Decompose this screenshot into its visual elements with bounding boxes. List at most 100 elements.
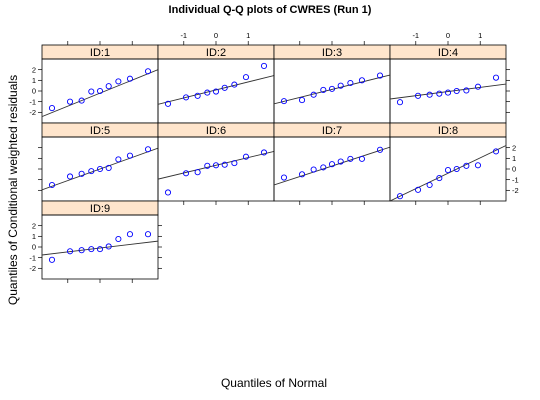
- data-point: [221, 84, 228, 91]
- y-tick-label: 0: [512, 165, 516, 174]
- panel-frame: [157, 58, 275, 124]
- data-point: [358, 77, 366, 84]
- qq-reference-line: [390, 83, 506, 100]
- y-tick-label: 2: [512, 143, 516, 152]
- data-point: [328, 85, 336, 92]
- data-point: [105, 83, 112, 90]
- data-point: [48, 181, 56, 189]
- data-point: [88, 246, 95, 253]
- data-point: [96, 165, 104, 173]
- data-point: [126, 231, 134, 238]
- x-tick-label: -1: [412, 31, 419, 40]
- qq-reference-line: [42, 147, 158, 191]
- data-point: [337, 158, 344, 165]
- x-axis-label: Quantiles of Normal: [220, 376, 328, 390]
- data-point: [164, 100, 172, 107]
- data-point: [66, 248, 74, 255]
- data-point: [436, 175, 443, 182]
- data-point: [105, 243, 112, 250]
- panel-strip-label: ID:5: [90, 125, 110, 137]
- data-point: [78, 97, 85, 104]
- data-point: [396, 99, 404, 106]
- data-point: [358, 155, 366, 162]
- panel-strip-label: ID:1: [90, 47, 110, 59]
- data-point: [212, 162, 220, 169]
- x-tick-label: 0: [446, 31, 450, 40]
- y-tick-label: 1: [32, 232, 36, 241]
- data-point: [320, 164, 327, 171]
- qq-reference-line: [274, 74, 390, 105]
- y-tick-label: -1: [29, 253, 36, 262]
- data-point: [182, 170, 190, 177]
- y-tick-label: 0: [32, 243, 36, 252]
- data-point: [144, 231, 152, 238]
- data-point: [88, 168, 95, 175]
- x-tick-label: 1: [478, 31, 482, 40]
- qq-reference-line: [42, 69, 158, 118]
- y-tick-label: 1: [512, 154, 516, 163]
- data-point: [453, 87, 460, 95]
- data-point: [298, 171, 306, 178]
- panel-frame: [273, 136, 391, 202]
- data-point: [414, 186, 422, 193]
- y-tick-label: -1: [29, 97, 36, 106]
- data-point: [444, 89, 452, 96]
- data-point: [463, 87, 470, 94]
- data-point: [115, 235, 122, 243]
- x-tick-label: -1: [180, 31, 187, 40]
- data-point: [164, 189, 172, 196]
- data-point: [492, 74, 500, 81]
- y-tick-label: 2: [32, 65, 36, 74]
- panel-strip-label: ID:3: [322, 47, 342, 59]
- panel-frame: [389, 58, 507, 124]
- data-point: [182, 94, 190, 101]
- data-point: [115, 156, 122, 163]
- panel-frame: [157, 136, 275, 202]
- qq-reference-line: [390, 145, 506, 201]
- data-point: [48, 256, 56, 263]
- data-point: [78, 247, 85, 254]
- data-point: [242, 74, 250, 81]
- data-point: [231, 160, 238, 167]
- data-point: [310, 91, 317, 98]
- data-point: [337, 82, 344, 89]
- panel-strip-label: ID:2: [206, 47, 226, 59]
- y-tick-label: -2: [29, 108, 36, 117]
- data-point: [474, 83, 482, 90]
- data-point: [88, 88, 95, 95]
- data-point: [144, 146, 152, 153]
- data-point: [66, 173, 74, 180]
- data-point: [204, 89, 211, 96]
- data-point: [48, 105, 56, 112]
- data-point: [396, 193, 404, 200]
- qq-reference-line: [42, 240, 158, 256]
- data-point: [492, 148, 500, 155]
- panel-strip-label: ID:8: [438, 125, 458, 137]
- panel-frame: [41, 58, 159, 124]
- panel-frame: [389, 136, 507, 202]
- data-point: [453, 165, 460, 173]
- data-point: [376, 72, 384, 79]
- y-tick-label: -2: [512, 186, 519, 195]
- qq-reference-line: [158, 75, 274, 105]
- y-tick-label: 0: [32, 87, 36, 96]
- data-point: [376, 146, 384, 153]
- data-point: [78, 170, 85, 177]
- data-point: [474, 162, 482, 169]
- y-tick-label: -1: [512, 175, 519, 184]
- qq-reference-line: [158, 150, 274, 180]
- data-point: [115, 78, 122, 85]
- y-tick-label: 2: [32, 221, 36, 230]
- data-point: [320, 86, 327, 93]
- data-point: [280, 98, 288, 105]
- data-point: [126, 152, 134, 159]
- data-point: [96, 87, 104, 95]
- panel-strip-label: ID:4: [438, 47, 458, 59]
- data-point: [436, 90, 443, 97]
- data-point: [426, 181, 433, 189]
- data-point: [347, 79, 354, 87]
- y-axis-label: Quantiles of Conditional weighted residu…: [6, 74, 20, 306]
- data-point: [242, 153, 250, 160]
- x-tick-label: 1: [246, 31, 250, 40]
